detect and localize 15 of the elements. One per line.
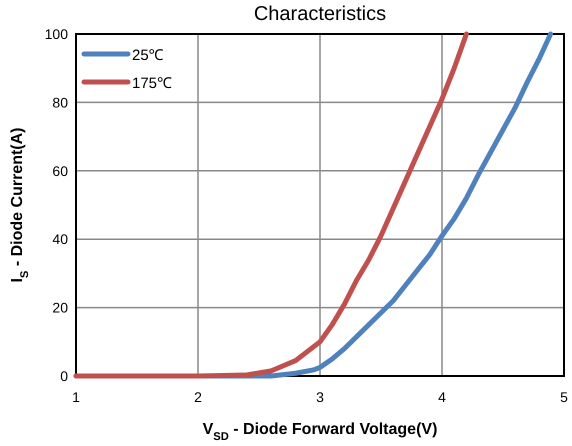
- x-tick-label: 1: [72, 389, 80, 405]
- y-tick-label: 100: [44, 26, 68, 42]
- legend-label: 25℃: [132, 47, 164, 64]
- x-tick-label: 3: [316, 389, 324, 405]
- y-tick-label: 0: [60, 368, 68, 384]
- legend-label: 175℃: [132, 75, 172, 92]
- y-tick-label: 40: [52, 231, 68, 248]
- x-axis-title: V$_{SD}$ - Diode Forward Voltage(V): [202, 421, 438, 443]
- x-tick-label: 2: [194, 389, 202, 405]
- y-tick-label: 60: [52, 162, 68, 179]
- x-tick-label: 5: [560, 389, 568, 405]
- y-tick-label: 20: [52, 300, 68, 316]
- x-tick-label: 4: [438, 389, 446, 405]
- chart-title: Characteristics: [254, 3, 386, 25]
- y-tick-label: 80: [52, 94, 68, 110]
